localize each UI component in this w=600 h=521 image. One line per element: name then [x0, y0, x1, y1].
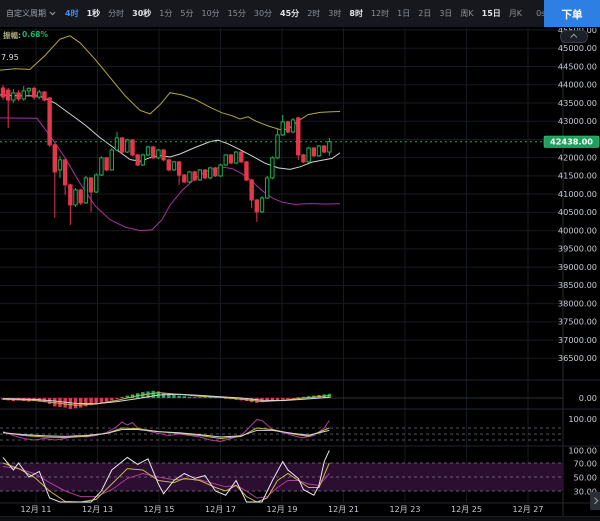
period-button-2日[interactable]: 2日	[418, 9, 432, 18]
period-button-4时[interactable]: 4时	[65, 9, 79, 18]
axis-label: 44000.00	[558, 80, 597, 90]
axis-label: 7.95	[1, 53, 19, 62]
period-button-10分[interactable]: 10分	[201, 9, 220, 18]
axis-label: 41000.00	[558, 189, 597, 199]
candles-layer	[0, 84, 332, 225]
period-button-月K[interactable]: 月K	[508, 9, 523, 18]
period-button-周K[interactable]: 周K	[460, 9, 474, 18]
axis-label: 12月 27	[513, 505, 544, 514]
axis-label: 43500.00	[558, 98, 597, 108]
axis-label: 37000.00	[558, 335, 597, 345]
axis-label: 43000.00	[558, 116, 597, 126]
axis-label: 39000.00	[558, 262, 597, 272]
countdown-label: 0s	[536, 9, 546, 18]
amplitude-readout: 振幅: 0.68%	[3, 30, 48, 41]
amplitude-value: 0.68%	[22, 30, 49, 39]
period-button-8时[interactable]: 8时	[349, 9, 363, 18]
period-button-1秒[interactable]: 1秒	[86, 9, 101, 18]
collapse-panel-button[interactable]	[560, 30, 588, 43]
axis-label: 41500.00	[558, 171, 597, 181]
axis-label: 44500.00	[558, 61, 597, 71]
toolbar: 自定义周期 4时 1秒 分时 30秒 1分 5分 10分 15分 30分 45分 2时 3时 8时 12时…	[0, 0, 600, 28]
axis-label: 39500.00	[558, 244, 597, 254]
axis-label: 12月 25	[451, 505, 482, 514]
axis-label: 12月 11	[21, 505, 52, 514]
period-button-12时[interactable]: 12时	[370, 9, 390, 18]
period-button-5分[interactable]: 5分	[180, 9, 194, 18]
chevron-right-icon	[590, 496, 598, 504]
amplitude-label: 振幅:	[3, 31, 21, 40]
axis-label: 70.00	[574, 459, 597, 469]
scrollbar-track[interactable]	[0, 516, 600, 521]
bollinger-band	[0, 94, 341, 170]
scroll-to-latest-button[interactable]	[590, 492, 600, 510]
macd-dea-line	[2, 393, 330, 405]
period-button-30秒[interactable]: 30秒	[132, 9, 152, 18]
period-dropdown[interactable]: 自定义周期	[6, 8, 56, 19]
axis-label: 100.00	[568, 414, 597, 424]
period-dropdown-label: 自定义周期	[6, 9, 46, 18]
rsi-line-1	[2, 419, 330, 443]
period-button-3时[interactable]: 3时	[328, 9, 342, 18]
bollinger-band	[0, 117, 341, 232]
axis-label: 40500.00	[558, 207, 597, 217]
axis-label: 37500.00	[558, 317, 597, 327]
axis-label: 0.00	[579, 393, 597, 403]
axis-label: 30.00	[574, 487, 597, 497]
axis-label: 50.00	[574, 473, 597, 483]
kdj-j-line	[2, 450, 330, 503]
axis-label: 100.00	[568, 446, 597, 456]
period-buttons: 4时 1秒 分时 30秒 1分 5分 10分 15分 30分 45分 2时 3时 8时 12时 1日 2日 3日…	[65, 8, 522, 19]
chevron-up-icon	[569, 33, 577, 41]
period-button-1日[interactable]: 1日	[397, 9, 411, 18]
axis-label: 40000.00	[558, 225, 597, 235]
axis-label: 45000.00	[558, 43, 597, 53]
period-button-3日[interactable]: 3日	[439, 9, 453, 18]
axis-label: 38000.00	[558, 298, 597, 308]
period-button-15日[interactable]: 15日	[481, 9, 501, 18]
place-order-button[interactable]: 下单	[544, 0, 600, 27]
period-button-2时[interactable]: 2时	[307, 9, 321, 18]
period-button-1分[interactable]: 1分	[159, 9, 173, 18]
axis-label: 36500.00	[558, 353, 597, 363]
axis-label: 12月 23	[390, 505, 421, 514]
macd-dif-line	[2, 392, 330, 406]
axis-label: 12月 15	[144, 505, 175, 514]
axis-label: 42000.00	[558, 152, 597, 162]
rsi-line-3	[2, 429, 330, 438]
chevron-down-icon	[49, 11, 56, 16]
period-button-15分[interactable]: 15分	[227, 9, 246, 18]
axis-label: 12月 21	[328, 505, 359, 514]
axis-label: 45500.00	[558, 25, 597, 35]
axis-label: 12月 19	[267, 505, 298, 514]
axis-label: 12月 17	[205, 505, 236, 514]
rsi-line-2	[2, 427, 330, 440]
period-button-30分[interactable]: 30分	[253, 9, 273, 18]
last-price-tag	[543, 135, 600, 148]
axis-label: 42438.00	[550, 137, 593, 147]
axis-label: 12月 13	[82, 505, 113, 514]
period-button-45分[interactable]: 45分	[280, 9, 300, 18]
axis-label: 38500.00	[558, 280, 597, 290]
period-button-分时[interactable]: 分时	[108, 9, 125, 18]
